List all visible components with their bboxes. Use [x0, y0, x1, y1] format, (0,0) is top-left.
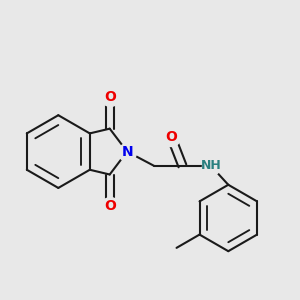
- Text: O: O: [104, 90, 116, 104]
- Text: N: N: [121, 145, 133, 159]
- Text: O: O: [104, 199, 116, 213]
- Text: O: O: [165, 130, 177, 144]
- Text: NH: NH: [200, 159, 221, 172]
